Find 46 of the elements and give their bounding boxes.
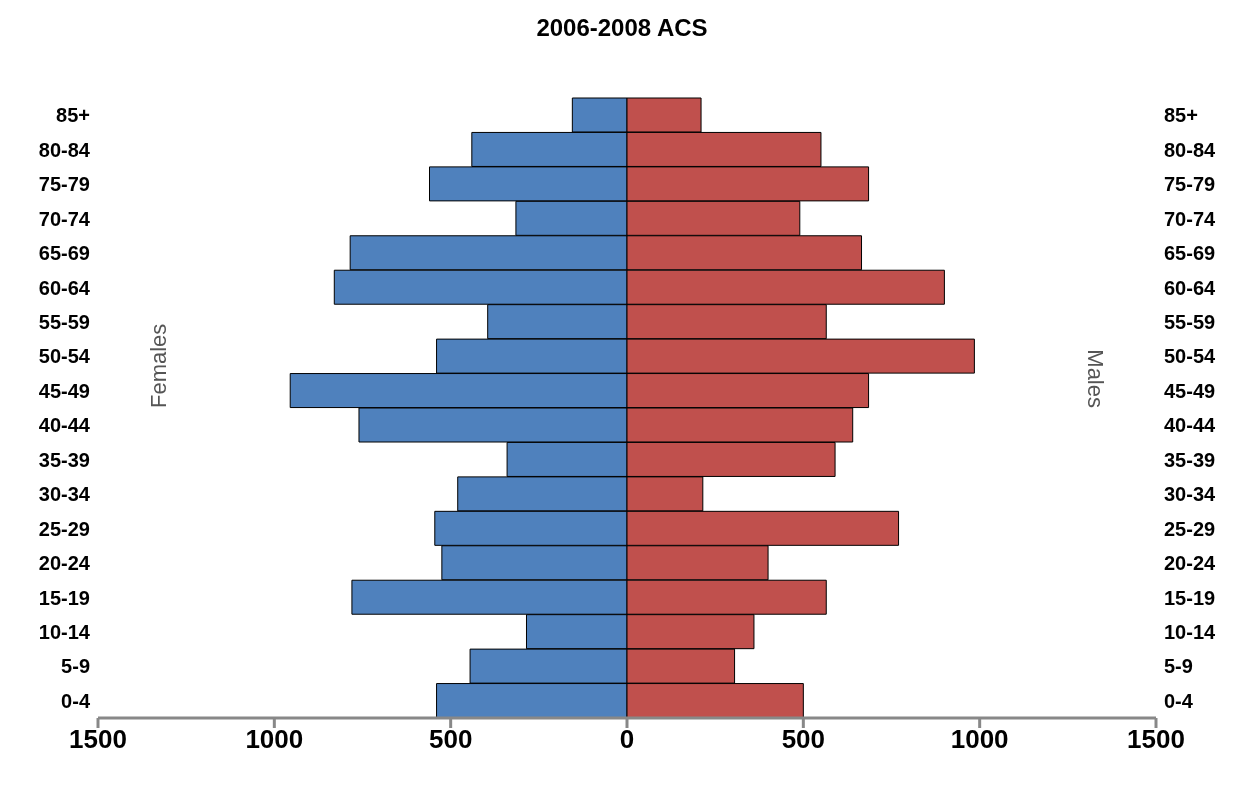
category-label: 70-74 bbox=[1164, 207, 1216, 230]
category-label: 50-54 bbox=[1164, 345, 1216, 368]
x-tick-label: 0 bbox=[619, 724, 635, 755]
category-label: 25-29 bbox=[1164, 517, 1216, 540]
x-tick-label: 1500 bbox=[1127, 724, 1185, 755]
y-tick-label: 80-84 bbox=[38, 138, 91, 161]
category-label: 10-14 bbox=[1164, 620, 1216, 643]
category-label: 0-4 bbox=[1164, 689, 1193, 712]
x-tick-label: 500 bbox=[428, 724, 473, 755]
category-label: 85+ bbox=[1164, 104, 1198, 127]
category-label: 45-49 bbox=[1164, 379, 1216, 402]
y-tick-label: 75-79 bbox=[38, 173, 90, 196]
y-tick-label: 20-24 bbox=[38, 552, 91, 575]
category-label: 35-39 bbox=[1164, 448, 1216, 471]
y-tick-label: 5-9 bbox=[61, 655, 90, 678]
category-label: 5-9 bbox=[1164, 655, 1193, 678]
x-tick-label: 500 bbox=[781, 724, 826, 755]
y-tick-label: 15-19 bbox=[38, 586, 90, 609]
y-tick-label: 30-34 bbox=[38, 483, 91, 506]
y-tick-label: 35-39 bbox=[38, 448, 90, 471]
category-label: 65-69 bbox=[1164, 242, 1216, 265]
category-label: 30-34 bbox=[1164, 483, 1216, 506]
category-label: 80-84 bbox=[1164, 138, 1216, 161]
x-tick-label: 1000 bbox=[245, 724, 304, 755]
y-tick-label: 50-54 bbox=[38, 345, 91, 368]
chart-title: 2006-2008 ACS bbox=[535, 13, 709, 43]
y-tick-label: 60-64 bbox=[38, 276, 91, 299]
y-tick-label: 45-49 bbox=[38, 379, 90, 402]
y-tick-label: 70-74 bbox=[38, 207, 91, 230]
y-tick-label: 25-29 bbox=[38, 517, 90, 540]
category-label: 20-24 bbox=[1164, 552, 1216, 575]
y-tick-label: 85+ bbox=[56, 104, 90, 127]
category-label: 15-19 bbox=[1164, 586, 1216, 609]
y-tick-label: 65-69 bbox=[38, 242, 90, 265]
x-tick-label: 1500 bbox=[69, 724, 127, 755]
y-tick-label: 40-44 bbox=[38, 414, 91, 437]
y-axis-title: Females bbox=[145, 323, 171, 408]
y-tick-label: 55-59 bbox=[38, 310, 90, 333]
category-label: 60-64 bbox=[1164, 276, 1216, 299]
y2-axis-title: Males bbox=[1083, 349, 1109, 408]
x-tick-label: 1000 bbox=[950, 724, 1009, 755]
y-tick-label: 0-4 bbox=[61, 689, 91, 712]
category-label: 40-44 bbox=[1164, 414, 1216, 437]
y-tick-label: 10-14 bbox=[38, 620, 91, 643]
category-label: 55-59 bbox=[1164, 310, 1216, 333]
category-label: 75-79 bbox=[1164, 173, 1216, 196]
